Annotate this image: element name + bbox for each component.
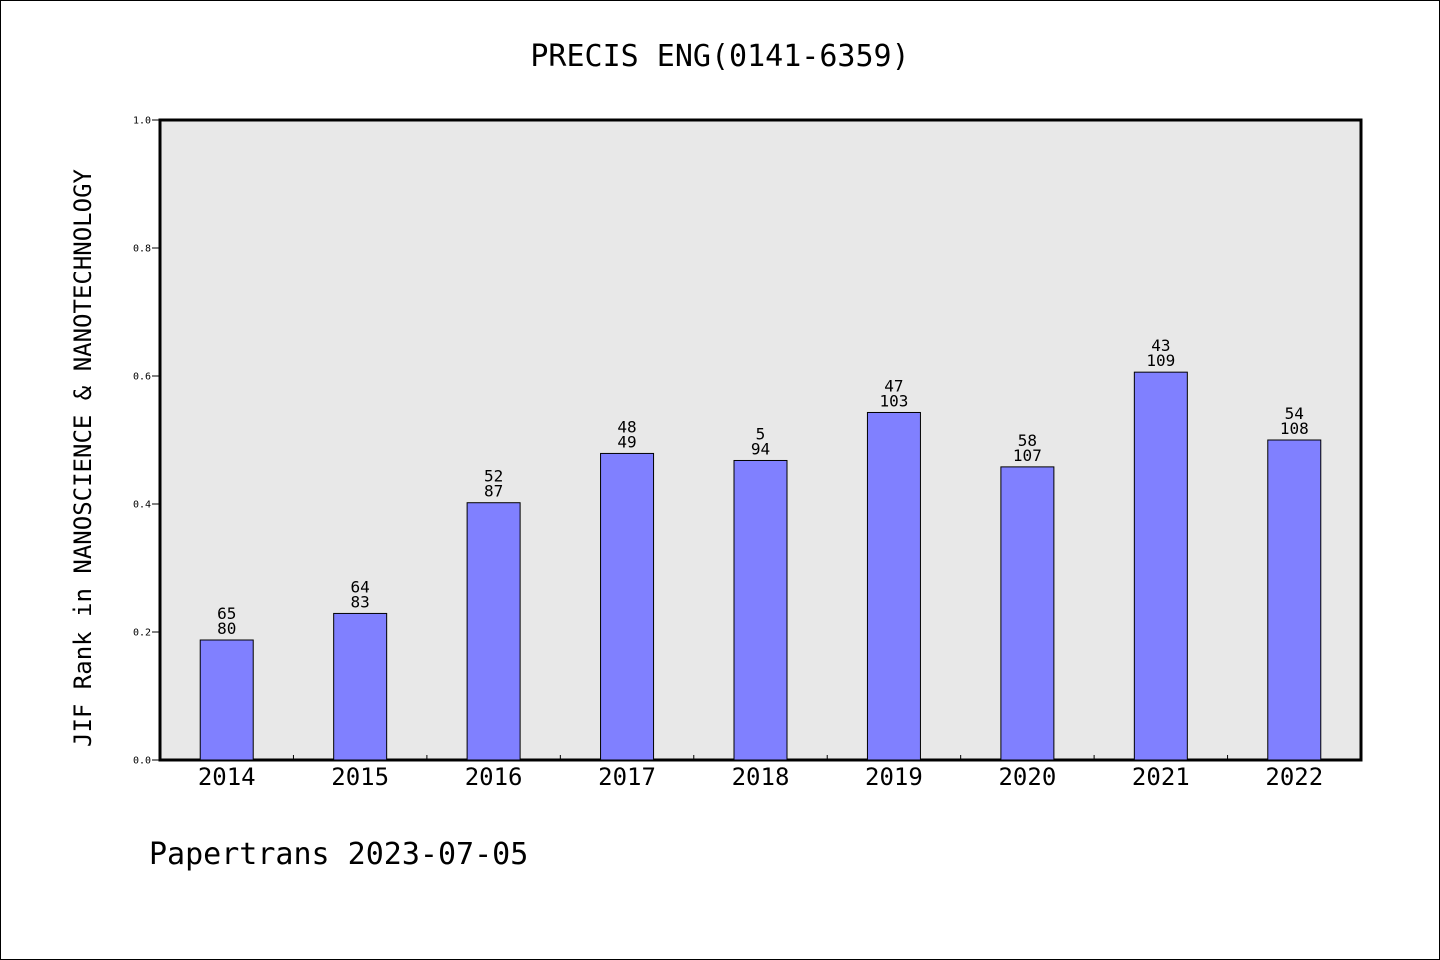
- bar-2014: [199, 639, 254, 761]
- x-tick-label: 2018: [732, 763, 790, 791]
- y-tick-label: 0.0: [133, 756, 151, 767]
- bar-2018: [733, 459, 788, 761]
- bar-label-bottom: 83: [351, 592, 370, 611]
- bar-label-bottom: 109: [1146, 351, 1175, 370]
- bar-label-bottom: 103: [879, 391, 908, 410]
- x-tick-label: 2019: [865, 763, 923, 791]
- x-tick-label: 2015: [331, 763, 389, 791]
- x-axis: 2014 2015 2016 2017 2018 2019 2020 2021 2022: [198, 755, 1323, 791]
- bar-label-top: 65: [217, 604, 236, 623]
- y-tick-label: 0.2: [133, 628, 151, 639]
- bar-2015: [333, 612, 388, 761]
- x-tick-label: 2014: [198, 763, 256, 791]
- bar-label-top: 58: [1018, 431, 1037, 450]
- bar-label-top: 43: [1151, 336, 1170, 355]
- bar-label-bottom: 108: [1280, 419, 1309, 438]
- chart-title: PRECIS ENG(0141-6359): [530, 39, 909, 74]
- bar-label-bottom: 80: [217, 619, 236, 638]
- y-axis: 0.0 0.2 0.4 0.6 0.8 1.0: [133, 116, 160, 767]
- x-tick-label: 2022: [1265, 763, 1323, 791]
- y-tick-label: 1.0: [133, 116, 151, 127]
- bar-label-top: 64: [351, 577, 370, 596]
- bar-label-top: 47: [884, 376, 903, 395]
- bar-label-top: 54: [1285, 404, 1304, 423]
- x-tick-label: 2016: [465, 763, 523, 791]
- bar-label-top: 5: [756, 424, 766, 443]
- y-tick-label: 0.4: [133, 500, 151, 511]
- bar-label-bottom: 87: [484, 482, 503, 501]
- bar-2016: [466, 502, 521, 761]
- bar-label-bottom: 107: [1013, 446, 1042, 465]
- y-tick-label: 0.8: [133, 244, 151, 255]
- footer-text: Papertrans 2023-07-05: [149, 837, 528, 872]
- bar-2019: [866, 411, 921, 761]
- y-tick-label: 0.6: [133, 372, 151, 383]
- bar-label-bottom: 49: [617, 432, 636, 451]
- bar-2017: [600, 452, 655, 761]
- x-tick-label: 2021: [1132, 763, 1190, 791]
- bar-label-bottom: 94: [751, 439, 770, 458]
- bar-label-top: 48: [617, 417, 636, 436]
- x-tick-label: 2017: [598, 763, 656, 791]
- y-axis-label: JIF Rank in NANOSCIENCE & NANOTECHNOLOGY: [69, 168, 97, 747]
- bar-2020: [1000, 466, 1055, 761]
- x-tick-label: 2020: [998, 763, 1056, 791]
- bar-2021: [1133, 371, 1188, 761]
- bar-label-top: 52: [484, 467, 503, 486]
- bar-2022: [1267, 439, 1322, 761]
